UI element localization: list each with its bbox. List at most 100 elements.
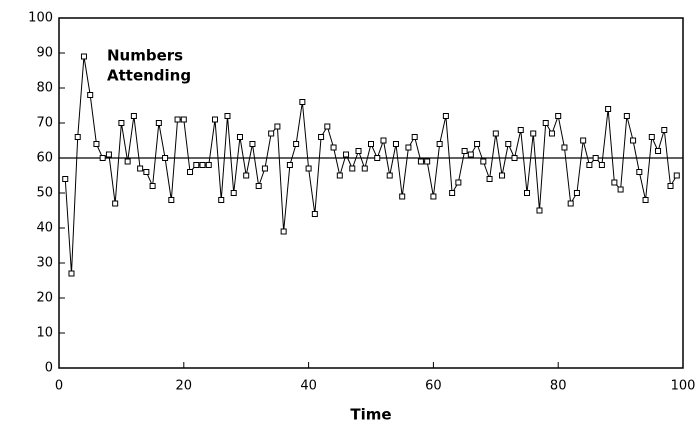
point: [286, 162, 293, 168]
point: [455, 179, 462, 186]
point: [648, 134, 655, 140]
x-tick-label: 40: [300, 379, 317, 394]
point: [187, 169, 194, 175]
point: [149, 183, 156, 189]
point: [598, 162, 605, 168]
point: [74, 134, 81, 140]
point: [318, 134, 325, 140]
point: [673, 172, 680, 179]
y-tick-label: 40: [36, 221, 53, 236]
point: [499, 172, 506, 179]
x-tick-label: 100: [671, 379, 696, 394]
point: [324, 123, 331, 130]
point: [193, 162, 200, 168]
annotation: Attending: [107, 67, 191, 85]
point: [143, 169, 150, 175]
y-tick-label: 70: [36, 116, 53, 131]
point: [224, 113, 231, 119]
point: [205, 162, 212, 168]
point: [80, 53, 87, 60]
point: [280, 228, 287, 235]
point: [430, 193, 437, 200]
point: [199, 162, 206, 168]
y-tick-label: 80: [36, 81, 53, 96]
point: [492, 130, 499, 137]
point: [511, 155, 518, 161]
point: [368, 141, 374, 147]
point: [124, 158, 131, 165]
point: [311, 211, 318, 217]
point: [255, 183, 262, 189]
x-tick-label: 80: [550, 379, 567, 394]
y-tick-label: 60: [36, 151, 53, 166]
point: [605, 106, 612, 112]
point: [661, 127, 668, 133]
y-tick-label: 0: [45, 361, 53, 376]
point: [243, 172, 250, 179]
point: [530, 130, 537, 137]
point: [330, 144, 337, 151]
point: [436, 141, 443, 147]
point: [236, 134, 243, 140]
point: [137, 165, 144, 172]
point: [249, 141, 256, 147]
point: [380, 137, 387, 144]
y-tick-label: 10: [36, 326, 53, 341]
point: [405, 144, 412, 151]
point: [636, 169, 643, 175]
point: [586, 162, 593, 168]
annotation: Numbers: [107, 47, 183, 65]
point: [524, 190, 530, 196]
point: [655, 148, 662, 154]
point: [424, 158, 431, 165]
x-tick-label: 60: [425, 379, 442, 394]
point: [162, 155, 169, 161]
x-tick-label: 0: [55, 379, 63, 394]
point: [417, 158, 424, 165]
point: [99, 155, 106, 161]
point: [218, 197, 225, 203]
point: [573, 190, 580, 196]
point: [555, 113, 562, 119]
point: [130, 113, 137, 119]
y-tick-label: 30: [36, 256, 53, 271]
point: [461, 148, 468, 154]
point: [392, 141, 399, 147]
point: [68, 270, 75, 277]
point: [617, 186, 624, 193]
point: [580, 137, 587, 144]
point: [642, 197, 649, 203]
y-tick-label: 100: [28, 11, 53, 26]
point: [474, 141, 481, 147]
point: [667, 183, 674, 189]
point: [299, 99, 306, 105]
point: [274, 123, 281, 130]
point: [305, 165, 312, 172]
point: [542, 120, 549, 126]
point: [480, 158, 487, 165]
point: [548, 130, 555, 137]
point: [155, 120, 162, 126]
point: [180, 116, 187, 123]
point: [118, 120, 125, 126]
series-line: [64, 56, 678, 274]
point: [261, 165, 268, 172]
point: [174, 116, 181, 123]
point: [230, 190, 237, 196]
point: [611, 179, 618, 186]
point: [361, 165, 368, 172]
point: [355, 148, 362, 154]
x-tick-label: 20: [176, 379, 193, 394]
point: [268, 130, 275, 137]
y-tick-label: 50: [36, 186, 53, 201]
point: [386, 172, 393, 179]
point: [442, 113, 449, 119]
point: [567, 200, 574, 207]
point: [374, 155, 381, 161]
point: [399, 193, 406, 200]
point: [411, 134, 418, 140]
y-tick-label: 90: [36, 46, 53, 61]
point: [505, 141, 512, 147]
point: [349, 165, 356, 172]
